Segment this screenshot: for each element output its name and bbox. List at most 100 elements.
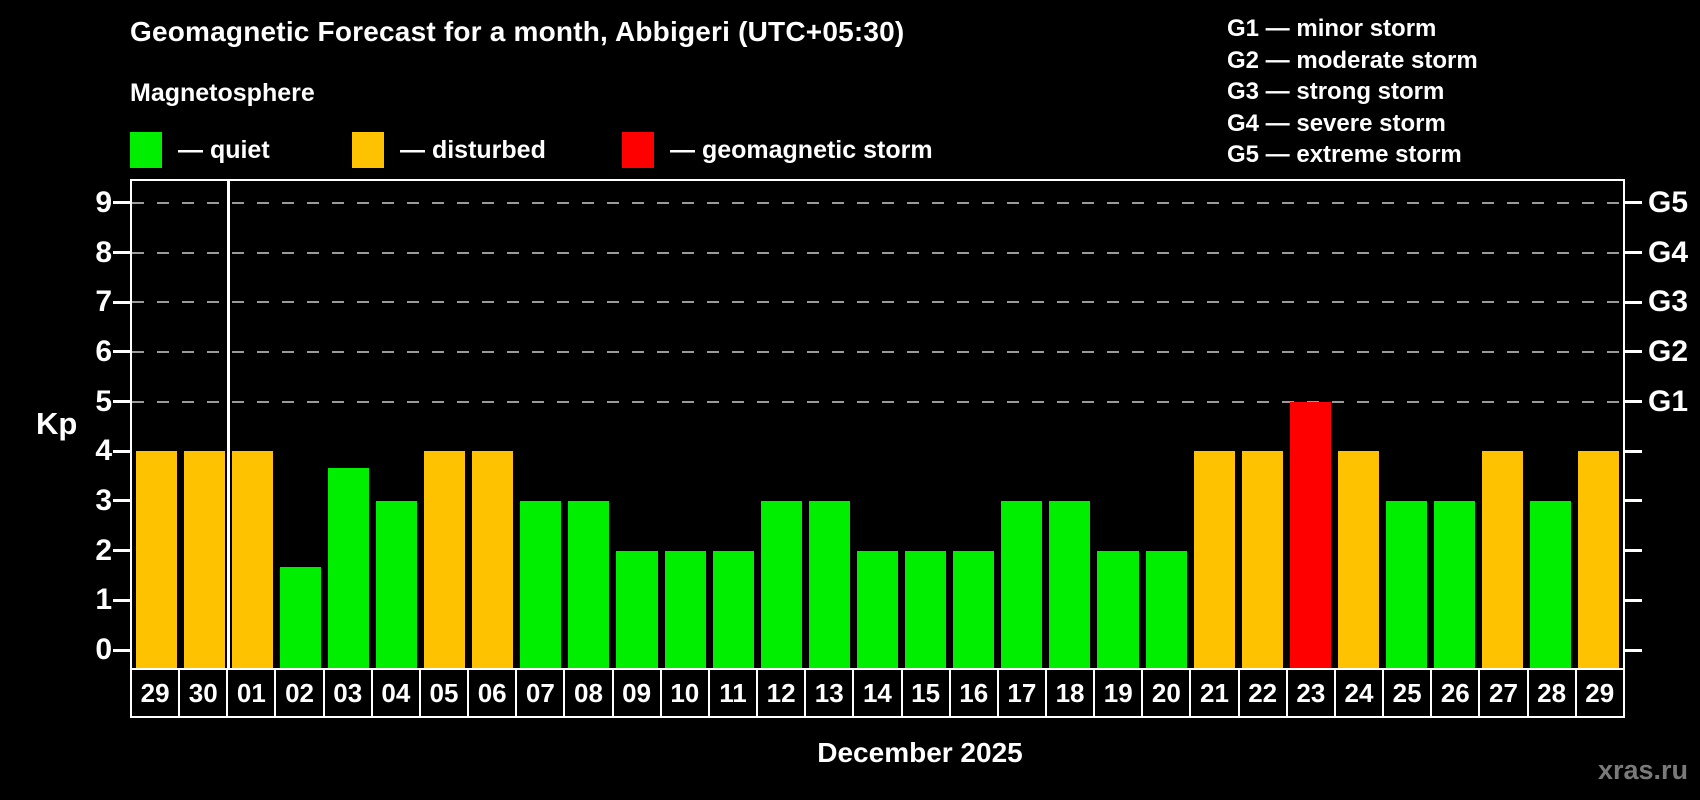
day-label-15: 15 xyxy=(902,670,951,716)
kp-bar-day-28 xyxy=(1530,501,1572,668)
g-tick-6 xyxy=(1625,350,1642,354)
watermark-xras: xras.ru xyxy=(1597,755,1688,785)
day-label-21: 21 xyxy=(1191,670,1240,716)
y-tick-1 xyxy=(113,598,130,602)
day-label-26: 26 xyxy=(1432,670,1481,716)
g-tick-3 xyxy=(1625,499,1642,503)
g-legend-line-3: G3 — strong storm xyxy=(1227,78,1445,105)
kp-bar-day-23 xyxy=(1289,401,1331,668)
g-tick-4 xyxy=(1625,449,1642,453)
storm-color-swatch-icon xyxy=(622,132,654,168)
y-tick-9 xyxy=(113,201,130,205)
kp-bar-day-06 xyxy=(472,451,514,668)
day-label-28: 28 xyxy=(1528,670,1577,716)
gridline-kp-9 xyxy=(132,201,1623,204)
kp-bar-day-11 xyxy=(712,550,754,668)
g-scale-legend: G1 — minor storm G2 — moderate storm G3 — … xyxy=(1227,13,1478,171)
legend-item-disturbed: — disturbed xyxy=(352,132,546,168)
g-tick-8 xyxy=(1625,251,1642,255)
day-label-02: 02 xyxy=(276,670,325,716)
kp-bar-day-20 xyxy=(1145,550,1187,668)
kp-bar-day-10 xyxy=(664,550,706,668)
day-label-10: 10 xyxy=(661,670,710,716)
day-label-22: 22 xyxy=(1239,670,1288,716)
kp-bar-day-18 xyxy=(1049,501,1091,668)
day-label-11: 11 xyxy=(709,670,759,716)
y-tick-8 xyxy=(113,251,130,255)
y-tick-label-5: 5 xyxy=(95,384,112,418)
day-label-06: 06 xyxy=(469,670,518,716)
g-axis-label-g2: G2 xyxy=(1648,334,1689,368)
kp-bar-day-21 xyxy=(1193,451,1235,668)
kp-bar-day-04 xyxy=(375,501,418,668)
y-tick-0 xyxy=(113,648,130,652)
day-label-23: 23 xyxy=(1287,670,1336,716)
kp-bar-day-08 xyxy=(568,501,610,668)
y-tick-2 xyxy=(113,549,130,553)
day-label-07: 07 xyxy=(517,670,566,716)
day-label-25: 25 xyxy=(1384,670,1433,716)
day-label-19: 19 xyxy=(1095,670,1144,716)
legend-item-storm: — geomagnetic storm xyxy=(622,132,933,168)
kp-bar-day-02 xyxy=(279,567,321,668)
day-label-16: 16 xyxy=(950,670,999,716)
kp-bar-day-25 xyxy=(1386,501,1428,668)
day-label-14: 14 xyxy=(854,670,903,716)
gridline-kp-7 xyxy=(132,301,1623,304)
day-label-30: 30 xyxy=(180,670,229,716)
kp-bar-day-24 xyxy=(1337,451,1379,668)
y-tick-label-0: 0 xyxy=(95,633,112,666)
y-tick-label-4: 4 xyxy=(95,434,112,468)
y-tick-label-9: 9 xyxy=(95,185,112,219)
plot-area xyxy=(132,181,1623,668)
y-tick-label-3: 3 xyxy=(95,483,112,517)
day-label-29: 29 xyxy=(132,670,181,716)
g-tick-1 xyxy=(1625,598,1642,602)
day-label-01: 01 xyxy=(228,670,277,716)
y-tick-4 xyxy=(113,449,130,453)
y-tick-label-2: 2 xyxy=(95,533,112,567)
kp-bar-day-14 xyxy=(856,550,899,668)
kp-bar-day-19 xyxy=(1097,550,1139,668)
quiet-color-swatch-icon xyxy=(130,132,162,168)
kp-bar-day-30 xyxy=(183,451,225,668)
kp-bar-day-13 xyxy=(808,501,850,668)
kp-bar-day-27 xyxy=(1482,451,1524,668)
x-axis-title: December 2025 xyxy=(817,737,1023,768)
legend-label-quiet: — quiet xyxy=(178,135,270,164)
chart-subtitle: Magnetosphere xyxy=(130,79,315,107)
day-label-03: 03 xyxy=(324,670,373,716)
g-axis-label-g4: G4 xyxy=(1648,235,1689,269)
kp-bar-day-15 xyxy=(905,550,947,668)
kp-bar-day-29 xyxy=(1578,451,1620,668)
kp-bar-day-03 xyxy=(327,467,369,668)
day-label-27: 27 xyxy=(1480,670,1529,716)
y-tick-label-7: 7 xyxy=(95,285,112,319)
g-legend-line-2: G2 — moderate storm xyxy=(1227,46,1478,74)
y-tick-7 xyxy=(113,300,130,304)
day-label-08: 08 xyxy=(565,670,614,716)
y-tick-3 xyxy=(113,499,130,503)
kp-bar-day-07 xyxy=(520,501,562,668)
day-label-09: 09 xyxy=(613,670,662,716)
kp-bar-day-26 xyxy=(1434,501,1476,668)
kp-bar-day-29 xyxy=(135,451,177,668)
day-label-05: 05 xyxy=(420,670,470,716)
kp-bar-day-16 xyxy=(953,550,995,668)
g-legend-line-4: G4 — severe storm xyxy=(1227,109,1446,137)
day-label-12: 12 xyxy=(758,670,807,716)
day-label-04: 04 xyxy=(372,670,421,716)
y-tick-label-8: 8 xyxy=(95,235,112,269)
g-axis-label-g5: G5 xyxy=(1648,185,1689,219)
g-legend-line-5: G5 — extreme storm xyxy=(1227,141,1462,168)
chart-title: Geomagnetic Forecast for a month, Abbige… xyxy=(130,16,905,47)
g-axis-label-g3: G3 xyxy=(1648,285,1689,319)
y-tick-5 xyxy=(113,400,130,404)
kp-bar-day-22 xyxy=(1241,451,1283,668)
g-axis-label-g1: G1 xyxy=(1648,384,1689,418)
kp-bar-day-09 xyxy=(616,550,658,668)
day-label-20: 20 xyxy=(1143,670,1192,716)
day-label-29: 29 xyxy=(1576,670,1623,716)
kp-bar-day-12 xyxy=(760,501,802,668)
kp-bar-day-17 xyxy=(1001,501,1043,668)
